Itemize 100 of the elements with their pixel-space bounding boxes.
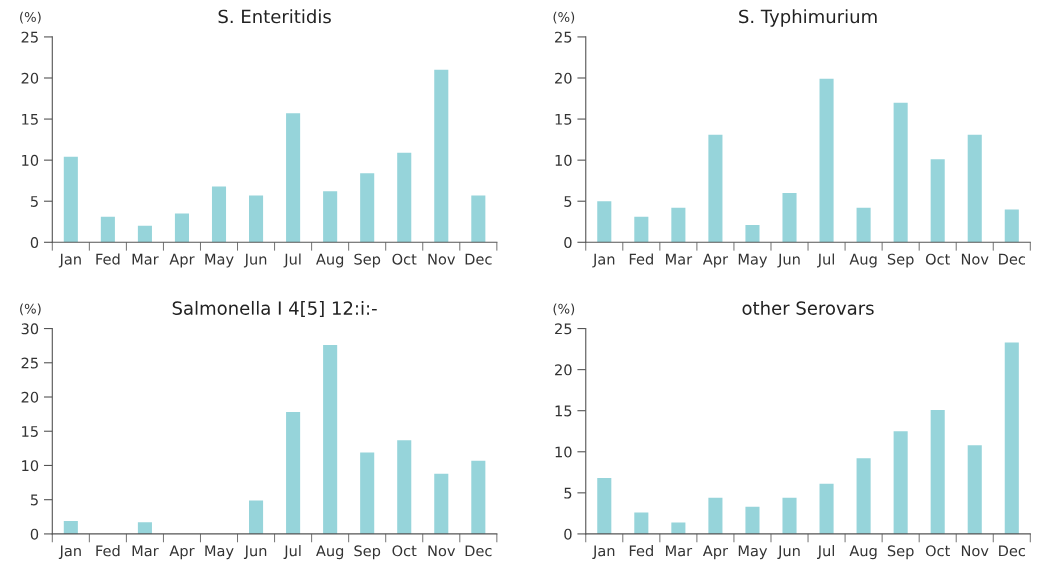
chart-title: Salmonella I 4[5] 12:i:-: [172, 300, 377, 318]
x-tick-label: Sep: [887, 545, 914, 560]
y-tick-label: 0: [30, 237, 39, 249]
x-tick-label: Jul: [283, 253, 301, 268]
x-tick-label: Jan: [58, 253, 81, 268]
bar: [1004, 209, 1019, 243]
bar: [397, 152, 412, 243]
x-tick-label: Apr: [169, 253, 195, 268]
bar: [856, 207, 871, 243]
chart-title: S. Enteritidis: [218, 9, 331, 24]
chart-title: S. Typhimurium: [739, 9, 877, 27]
x-tick-label: Jan: [592, 253, 615, 268]
bar: [137, 522, 152, 534]
bar: [471, 460, 486, 534]
x-tick-label: May: [738, 253, 768, 268]
x-tick-label: Jan: [592, 545, 615, 560]
y-tick-label: 10: [22, 460, 39, 472]
bar: [323, 191, 338, 243]
x-tick-label: Aug: [316, 253, 344, 268]
x-tick-label: May: [205, 545, 234, 560]
bar: [174, 213, 189, 243]
bar: [893, 431, 908, 534]
y-axis-title: (%): [20, 11, 41, 24]
y-tick-label: 0: [564, 237, 572, 249]
bar: [745, 506, 760, 534]
y-tick-label: 10: [555, 446, 572, 458]
y-tick-label: 10: [555, 154, 572, 166]
x-tick-label: Aug: [849, 253, 877, 268]
y-axis-title: (%): [20, 303, 41, 316]
x-tick-label: Jul: [817, 253, 834, 268]
chart-title: other Serovars: [742, 300, 874, 315]
y-tick-label: 5: [564, 487, 572, 499]
y-axis-title: (%): [553, 303, 575, 316]
y-tick-label: 0: [564, 528, 572, 540]
bar: [782, 497, 797, 534]
bar: [893, 102, 908, 243]
x-tick-label: Oct: [925, 545, 950, 557]
x-tick-label: Fed: [629, 253, 653, 265]
x-tick-label: Nov: [428, 545, 456, 557]
bar: [708, 497, 723, 534]
y-tick-label: 20: [21, 72, 39, 84]
x-tick-label: Jun: [777, 253, 800, 268]
x-tick-label: Oct: [392, 253, 417, 265]
bar: [360, 452, 375, 534]
x-tick-label: Aug: [316, 545, 344, 560]
x-tick-label: Sep: [354, 545, 381, 560]
x-tick-label: Sep: [887, 253, 914, 268]
x-tick-label: Jun: [243, 253, 267, 268]
y-tick-label: 0: [30, 528, 39, 540]
x-tick-label: Mar: [132, 545, 159, 557]
bar: [249, 195, 264, 243]
x-tick-label: May: [205, 253, 234, 268]
y-tick-label: 25: [555, 31, 572, 43]
x-tick-label: Nov: [428, 253, 456, 265]
y-tick-label: 10: [22, 154, 39, 166]
y-axis-title: (%): [553, 11, 575, 24]
bar: [819, 78, 834, 243]
x-tick-label: Aug: [849, 545, 877, 560]
x-tick-label: Dec: [465, 545, 492, 557]
y-tick-label: 5: [564, 196, 572, 207]
bar: [634, 512, 649, 534]
x-tick-label: Mar: [666, 253, 693, 265]
bar: [708, 134, 723, 243]
bar: [597, 201, 612, 243]
bar: [671, 207, 686, 243]
bar: [434, 69, 449, 243]
bar: [1004, 342, 1019, 534]
x-tick-label: Dec: [999, 545, 1025, 557]
bar: [967, 445, 982, 534]
x-tick-label: Fed: [629, 545, 653, 557]
bar: [397, 440, 412, 534]
bar: [930, 159, 945, 243]
y-tick-label: 25: [21, 357, 38, 369]
x-tick-label: May: [738, 545, 768, 560]
y-tick-label: 30: [21, 323, 39, 335]
x-tick-label: Jun: [777, 545, 800, 560]
bar: [856, 458, 871, 534]
bar: [63, 156, 78, 243]
bar: [782, 193, 797, 243]
y-tick-label: 20: [21, 391, 39, 403]
bar: [671, 522, 686, 534]
bar: [434, 473, 449, 534]
x-tick-label: Nov: [961, 253, 989, 265]
bar: [360, 173, 375, 243]
bar: [930, 409, 945, 534]
x-tick-label: Sep: [354, 253, 381, 268]
x-tick-label: Apr: [702, 253, 729, 268]
x-tick-label: Oct: [392, 545, 417, 557]
x-tick-label: Jul: [283, 545, 301, 560]
x-tick-label: Jan: [58, 545, 81, 560]
x-tick-label: Apr: [169, 545, 195, 560]
bar: [634, 216, 649, 243]
y-tick-label: 15: [555, 405, 572, 417]
bar: [819, 483, 834, 534]
x-tick-label: Oct: [925, 253, 950, 265]
y-tick-label: 25: [21, 31, 38, 43]
y-tick-label: 20: [555, 72, 572, 84]
bar: [100, 216, 115, 243]
x-tick-label: Jul: [817, 545, 834, 560]
y-tick-label: 5: [30, 494, 38, 506]
